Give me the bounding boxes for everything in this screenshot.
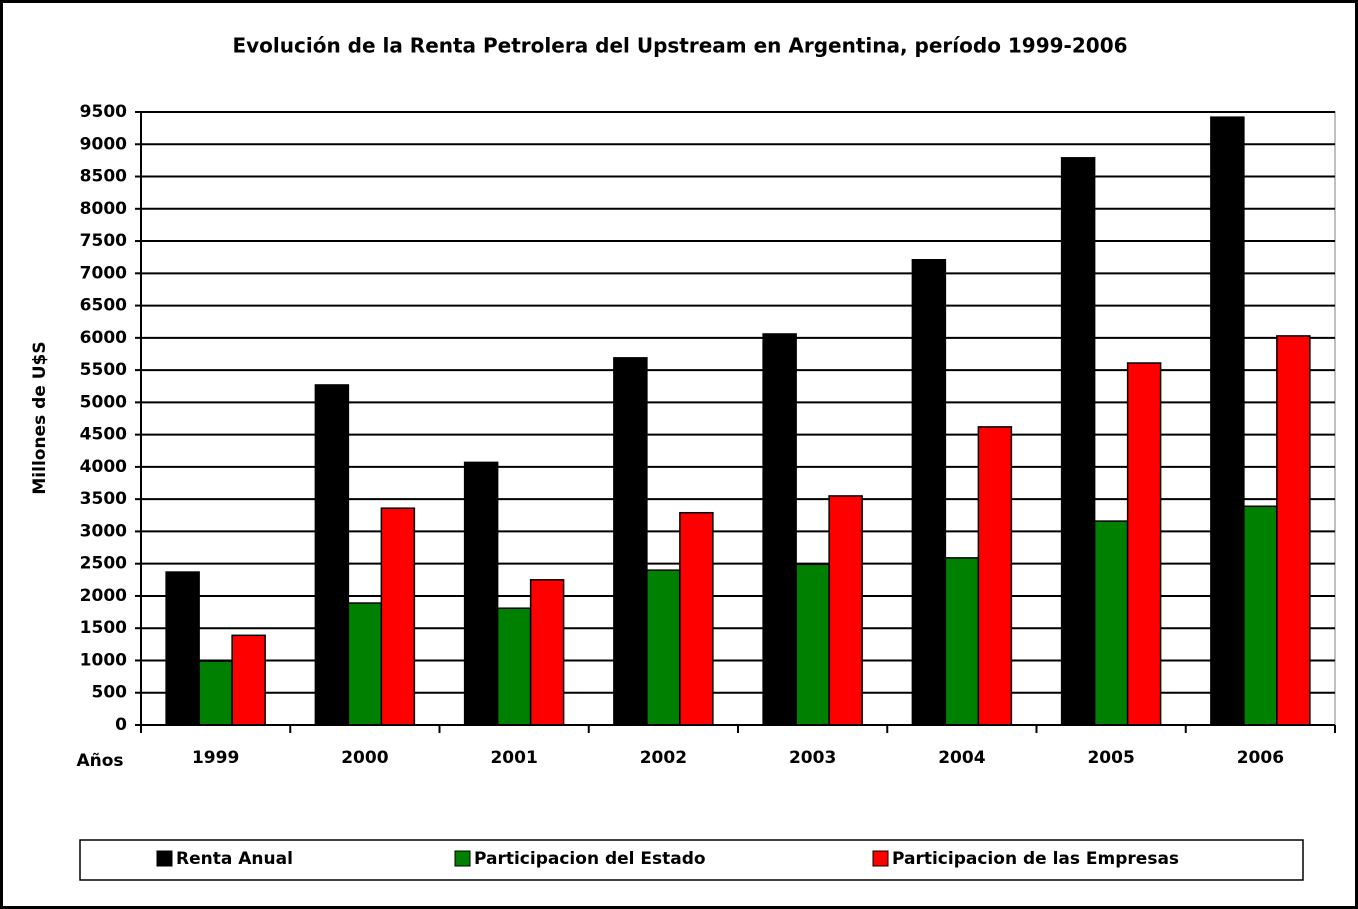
bar xyxy=(463,461,499,726)
y-tick-label: 2500 xyxy=(80,554,127,574)
y-tick-label: 3500 xyxy=(80,489,127,509)
bar xyxy=(1060,157,1096,726)
bar xyxy=(762,333,797,726)
bar xyxy=(165,571,200,726)
bar xyxy=(1210,116,1245,726)
bar xyxy=(613,357,648,726)
y-tick-label: 2000 xyxy=(80,586,127,606)
y-tick-label: 7500 xyxy=(80,231,127,251)
x-tick-label: 1999 xyxy=(192,748,239,768)
bar xyxy=(911,259,947,726)
chart-title: Evolución de la Renta Petrolera del Upst… xyxy=(232,34,1127,58)
bar xyxy=(529,579,565,726)
bar xyxy=(496,607,532,726)
y-tick-label: 5500 xyxy=(80,360,127,380)
x-tick-label: 2003 xyxy=(789,748,836,768)
y-tick-label: 7000 xyxy=(80,263,127,283)
y-tick-label: 6000 xyxy=(80,328,127,348)
bar xyxy=(1276,335,1311,726)
legend-label: Participacion del Estado xyxy=(474,849,706,869)
bar xyxy=(646,569,681,726)
bar xyxy=(1093,520,1129,726)
bar xyxy=(944,557,980,726)
y-tick-label: 1000 xyxy=(80,650,127,670)
legend-box xyxy=(79,839,1304,881)
bar xyxy=(198,660,233,726)
y-tick-label: 9000 xyxy=(80,134,127,154)
legend-label: Renta Anual xyxy=(176,849,293,869)
x-tick-label: 2004 xyxy=(938,748,985,768)
y-tick-label: 4000 xyxy=(80,457,127,477)
y-tick-label: 4500 xyxy=(80,425,127,445)
y-tick-label: 9500 xyxy=(80,102,127,122)
x-tick-label: 2005 xyxy=(1087,748,1134,768)
y-axis-label: Millones de U$S xyxy=(30,341,50,494)
y-tick-label: 8000 xyxy=(80,199,127,219)
bar xyxy=(828,495,863,726)
legend-swatch xyxy=(454,850,471,867)
bar xyxy=(380,507,416,726)
bar xyxy=(314,384,350,726)
bar xyxy=(231,634,266,726)
legend-swatch xyxy=(156,850,173,867)
y-tick-label: 8500 xyxy=(80,167,127,187)
x-tick-label: 2001 xyxy=(490,748,537,768)
bar xyxy=(347,602,383,726)
legend-swatch xyxy=(872,850,889,867)
y-tick-label: 5000 xyxy=(80,392,127,412)
y-tick-label: 0 xyxy=(115,715,127,735)
bar xyxy=(679,511,714,726)
x-axis-label: Años xyxy=(76,751,123,771)
y-tick-label: 6500 xyxy=(80,296,127,316)
bar xyxy=(1126,362,1162,726)
y-tick-label: 3000 xyxy=(80,521,127,541)
y-tick-label: 500 xyxy=(92,683,128,703)
x-tick-label: 2000 xyxy=(341,748,388,768)
bar xyxy=(795,563,830,726)
x-tick-label: 2006 xyxy=(1237,748,1284,768)
bar xyxy=(977,426,1013,726)
y-tick-label: 1500 xyxy=(80,618,127,638)
bar xyxy=(1243,505,1278,726)
x-tick-label: 2002 xyxy=(640,748,687,768)
legend-label: Participacion de las Empresas xyxy=(892,849,1179,869)
